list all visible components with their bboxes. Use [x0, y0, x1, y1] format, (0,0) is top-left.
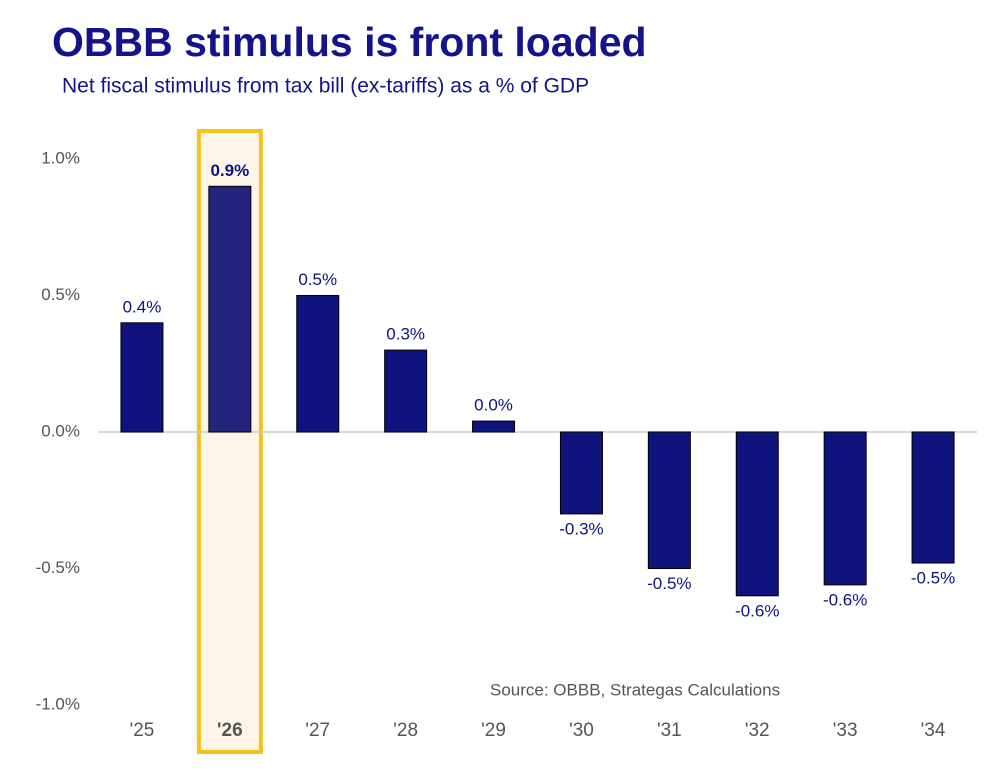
value-label: -0.6%	[735, 601, 779, 620]
bar	[384, 349, 428, 433]
bar	[472, 420, 516, 433]
x-tick-label: '27	[305, 720, 330, 741]
y-tick-label: 1.0%	[41, 148, 80, 167]
bar	[911, 431, 955, 564]
bar	[823, 431, 867, 586]
bar	[735, 431, 779, 597]
x-tick-label: '29	[481, 720, 506, 741]
value-label: -0.6%	[823, 590, 867, 609]
x-tick-label: '33	[833, 720, 858, 741]
value-label: 0.0%	[474, 396, 513, 415]
value-label: 0.3%	[386, 325, 425, 344]
x-tick-label: '31	[657, 720, 682, 741]
value-label: 0.4%	[123, 297, 162, 316]
value-label: -0.5%	[911, 569, 955, 588]
bar	[647, 431, 691, 569]
y-tick-label: -1.0%	[36, 694, 80, 713]
value-label: -0.3%	[559, 519, 603, 538]
x-tick-label: '25	[130, 720, 155, 741]
x-tick-label: '30	[569, 720, 594, 741]
bar	[120, 322, 164, 433]
chart-title: OBBB stimulus is front loaded	[52, 19, 647, 65]
x-tick-label: '28	[393, 720, 418, 741]
bar	[208, 185, 252, 433]
value-label: 0.9%	[210, 161, 249, 180]
value-label: -0.5%	[647, 574, 691, 593]
source-note: Source: OBBB, Strategas Calculations	[490, 680, 780, 699]
value-label: 0.5%	[298, 270, 337, 289]
y-tick-label: 0.5%	[41, 285, 80, 304]
bar	[296, 295, 340, 433]
x-tick-label: '26	[217, 720, 243, 741]
y-tick-label: -0.5%	[36, 558, 80, 577]
x-tick-label: '34	[921, 720, 946, 741]
x-tick-label: '32	[745, 720, 770, 741]
bar	[559, 431, 603, 515]
y-tick-label: 0.0%	[41, 421, 80, 440]
chart-subtitle: Net fiscal stimulus from tax bill (ex-ta…	[62, 75, 589, 98]
